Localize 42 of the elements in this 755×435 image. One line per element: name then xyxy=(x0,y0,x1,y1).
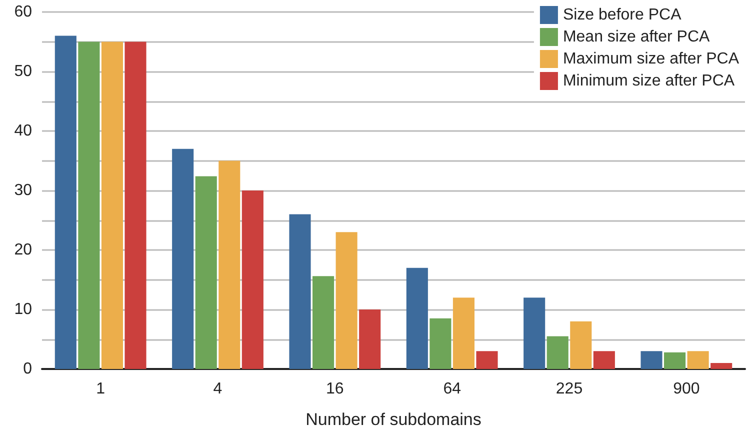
bar xyxy=(430,318,452,369)
bar xyxy=(359,310,381,369)
bar xyxy=(78,42,100,369)
bar xyxy=(336,232,358,369)
bar xyxy=(664,352,686,369)
x-tick-label: 225 xyxy=(556,380,583,398)
bar xyxy=(593,351,615,369)
x-tick-label: 64 xyxy=(443,380,462,398)
x-tick-label: 900 xyxy=(673,380,700,398)
bar xyxy=(406,268,428,369)
y-tick-label: 50 xyxy=(14,63,32,80)
bar xyxy=(101,42,123,369)
legend-label: Minimum size after PCA xyxy=(562,72,735,90)
bar xyxy=(452,298,474,369)
bar xyxy=(546,336,568,369)
y-tick-label: 30 xyxy=(14,182,32,199)
bar xyxy=(710,363,732,369)
bar xyxy=(195,176,217,369)
x-tick-label: 4 xyxy=(213,380,222,398)
bar xyxy=(524,298,546,369)
bar xyxy=(312,276,334,369)
bar xyxy=(687,351,709,369)
x-tick-label: 16 xyxy=(326,380,344,398)
legend-label: Maximum size after PCA xyxy=(562,50,740,68)
bar xyxy=(640,351,662,369)
bar xyxy=(172,148,194,369)
x-tick-label: 1 xyxy=(96,380,106,398)
bar xyxy=(54,36,76,369)
y-tick-label: 20 xyxy=(14,242,32,258)
y-tick-label: 10 xyxy=(14,301,32,318)
legend-label: Size before PCA xyxy=(562,6,682,24)
bar xyxy=(242,190,264,369)
y-tick-label: 60 xyxy=(14,4,32,20)
x-axis-title: Number of subdomains xyxy=(306,410,482,429)
y-tick-label: 0 xyxy=(23,360,32,378)
bar xyxy=(476,351,498,369)
legend-label: Mean size after PCA xyxy=(562,28,710,46)
bar xyxy=(218,160,240,369)
bar xyxy=(289,214,311,369)
bar xyxy=(570,321,592,369)
bar xyxy=(124,42,146,369)
y-tick-label: 40 xyxy=(14,122,32,140)
